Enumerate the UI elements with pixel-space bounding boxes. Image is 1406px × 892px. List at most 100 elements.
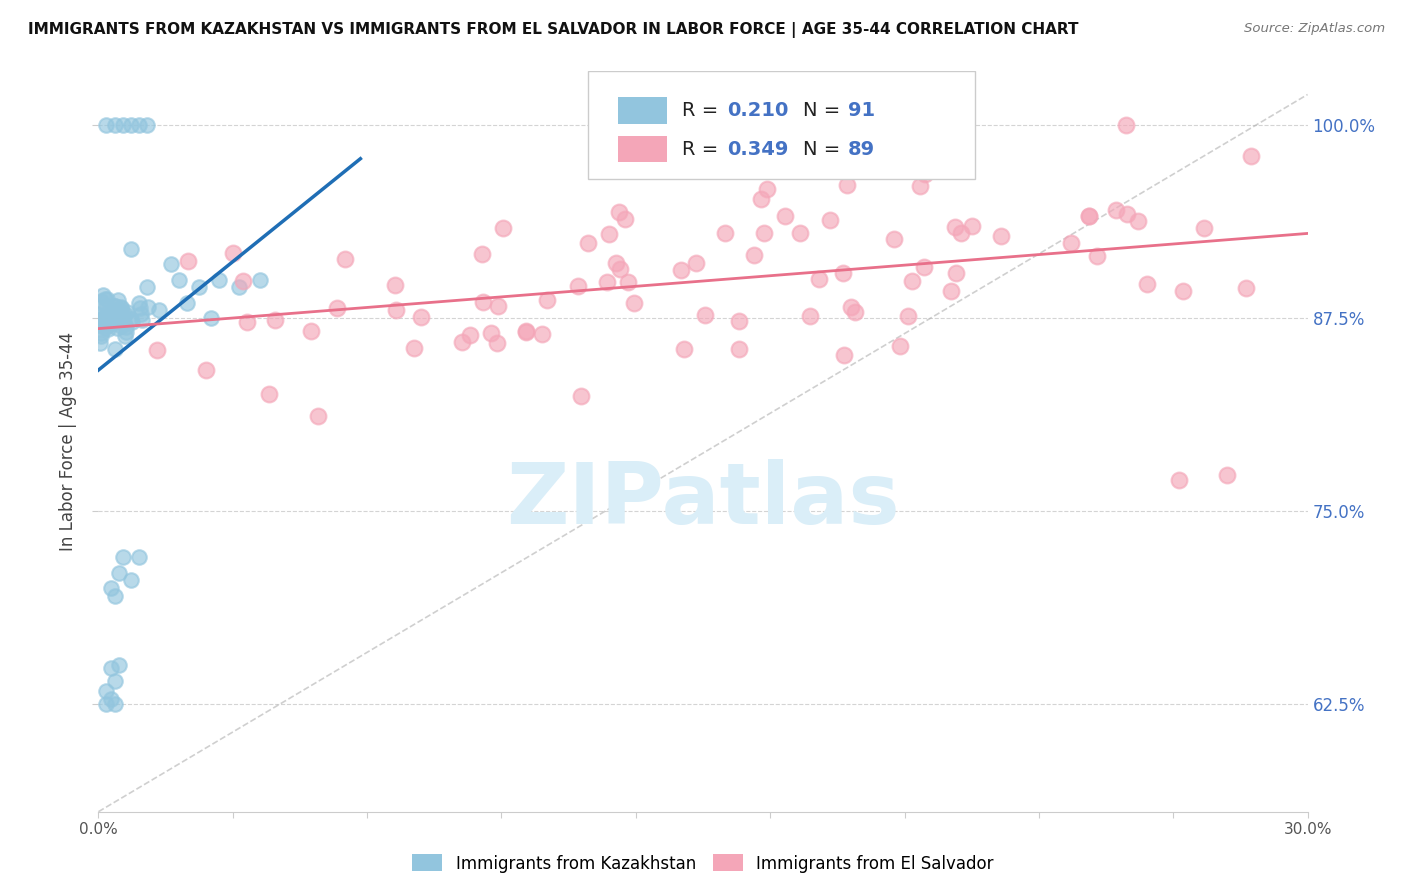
Point: [91, 288, 114, 302]
FancyBboxPatch shape: [619, 136, 666, 162]
Point: [567, 278, 589, 293]
Point: [623, 296, 645, 310]
Point: [93, 311, 115, 326]
Point: [756, 182, 779, 196]
Point: [471, 247, 494, 261]
Point: [536, 293, 558, 307]
Point: [402, 341, 425, 355]
Point: [1194, 221, 1216, 235]
Text: 91: 91: [848, 101, 875, 120]
Point: [728, 313, 751, 327]
Point: [883, 232, 905, 246]
Point: [120, 574, 142, 588]
Point: [111, 313, 134, 327]
Text: N =: N =: [803, 139, 846, 159]
Point: [115, 305, 138, 319]
Point: [799, 309, 821, 323]
Point: [135, 280, 157, 294]
FancyBboxPatch shape: [588, 71, 976, 178]
Point: [128, 119, 150, 133]
Point: [749, 192, 772, 206]
Point: [101, 315, 124, 329]
Point: [754, 226, 776, 240]
Point: [103, 673, 125, 688]
Point: [714, 227, 737, 241]
Point: [1216, 468, 1239, 483]
Point: [232, 274, 254, 288]
Point: [235, 315, 257, 329]
Point: [129, 301, 152, 315]
Point: [411, 310, 433, 325]
Point: [128, 295, 150, 310]
Point: [1167, 473, 1189, 487]
Point: [488, 299, 510, 313]
Point: [596, 275, 619, 289]
Point: [177, 253, 200, 268]
Point: [889, 339, 911, 353]
Point: [110, 300, 132, 314]
Text: R =: R =: [682, 139, 725, 159]
Point: [94, 310, 117, 324]
Point: [1078, 209, 1101, 223]
Point: [104, 299, 127, 313]
Text: Source: ZipAtlas.com: Source: ZipAtlas.com: [1244, 22, 1385, 36]
Point: [609, 262, 631, 277]
Point: [90, 328, 112, 343]
Point: [485, 335, 508, 350]
Point: [195, 363, 218, 377]
Point: [96, 292, 118, 306]
Point: [897, 309, 920, 323]
Point: [943, 149, 966, 163]
Point: [515, 324, 537, 338]
Point: [492, 220, 515, 235]
Point: [90, 326, 112, 340]
Point: [94, 317, 117, 331]
Point: [693, 308, 716, 322]
Point: [89, 309, 111, 323]
Point: [136, 300, 159, 314]
Point: [87, 318, 110, 332]
Point: [97, 321, 120, 335]
Point: [228, 280, 250, 294]
Text: ZIPatlas: ZIPatlas: [506, 459, 900, 542]
Point: [789, 226, 811, 240]
Point: [128, 550, 150, 565]
Point: [1115, 207, 1137, 221]
Point: [607, 204, 630, 219]
Text: N =: N =: [803, 101, 846, 120]
FancyBboxPatch shape: [619, 97, 666, 124]
Point: [114, 329, 136, 343]
Point: [257, 386, 280, 401]
Point: [914, 167, 936, 181]
Point: [90, 312, 112, 326]
Point: [188, 280, 211, 294]
Point: [105, 306, 128, 320]
Point: [98, 307, 121, 321]
Y-axis label: In Labor Force | Age 35-44: In Labor Force | Age 35-44: [59, 332, 77, 551]
Point: [531, 327, 554, 342]
Point: [98, 307, 121, 321]
Point: [100, 661, 122, 675]
Point: [105, 314, 128, 328]
Point: [617, 276, 640, 290]
Point: [839, 300, 862, 314]
Point: [263, 313, 285, 327]
Point: [939, 284, 962, 298]
Point: [598, 227, 620, 241]
Point: [135, 119, 157, 133]
Point: [103, 119, 125, 133]
Point: [1060, 235, 1083, 250]
Point: [89, 307, 111, 321]
Point: [301, 324, 323, 338]
Legend: Immigrants from Kazakhstan, Immigrants from El Salvador: Immigrants from Kazakhstan, Immigrants f…: [406, 847, 1000, 880]
Point: [773, 209, 796, 223]
Point: [960, 219, 983, 233]
Point: [103, 308, 125, 322]
Point: [249, 272, 271, 286]
Point: [614, 212, 637, 227]
Point: [107, 658, 129, 673]
Point: [333, 252, 356, 267]
Point: [89, 335, 111, 350]
Point: [943, 219, 966, 234]
Point: [844, 304, 866, 318]
